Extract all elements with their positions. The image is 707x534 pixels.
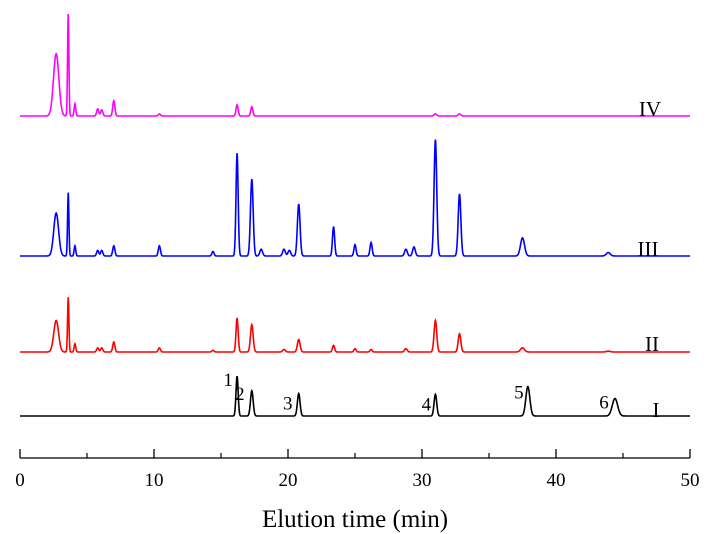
peak-label-5: 5 (514, 383, 524, 404)
x-axis: 0 10 20 30 40 50 (15, 449, 700, 491)
x-axis-title: Elution time (min) (262, 506, 448, 533)
trace-label-iii: III (638, 237, 659, 261)
trace-label-i: I (653, 398, 660, 422)
peak-label-2: 2 (235, 384, 245, 405)
trace-i (20, 375, 690, 417)
peak-label-4: 4 (422, 394, 432, 415)
trace-iii (20, 139, 690, 257)
peak-label-6: 6 (599, 393, 609, 414)
peak-label-group: 12 3 4 5 6 (223, 370, 608, 415)
x-tick-label: 40 (547, 470, 566, 491)
x-tick-label: 0 (15, 470, 25, 491)
trace-iv (20, 13, 690, 117)
x-tick-label: 50 (681, 470, 700, 491)
peak-label-3: 3 (283, 394, 293, 415)
x-tick-label: 10 (145, 470, 164, 491)
trace-label-ii: II (645, 332, 659, 356)
trace-label-iv: IV (639, 97, 661, 121)
x-tick-label: 30 (413, 470, 432, 491)
trace-ii (20, 297, 690, 353)
x-tick-label: 20 (279, 470, 298, 491)
peak-label-1: 1 (223, 370, 233, 391)
trace-group (20, 13, 690, 417)
